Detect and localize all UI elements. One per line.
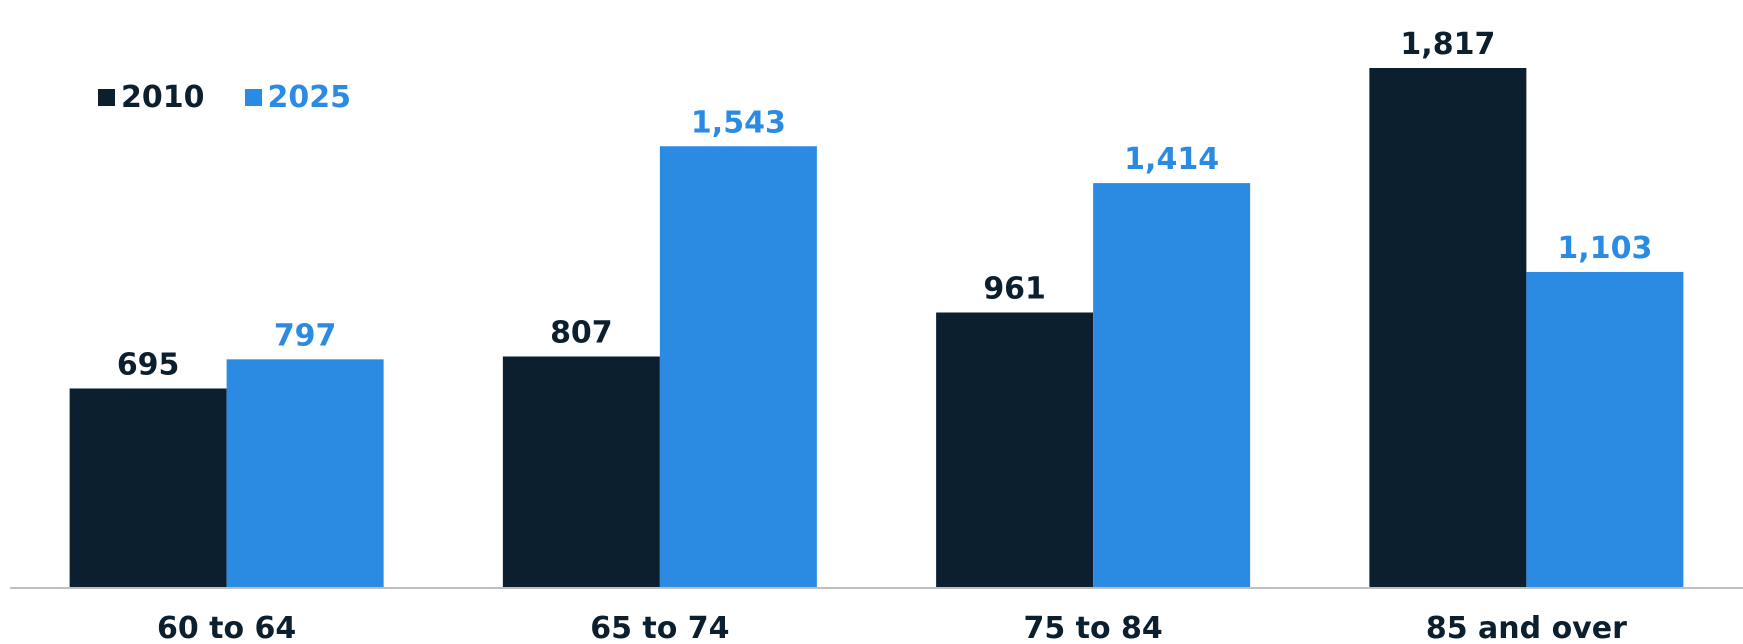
data-label-2025-2: 1,414 <box>1124 142 1219 177</box>
legend-swatch-series-1 <box>98 89 115 106</box>
data-label-2010-3: 1,817 <box>1400 27 1495 62</box>
bar-2010-0 <box>69 388 227 587</box>
bar-2010-2 <box>936 312 1094 587</box>
legend: 2010 2025 <box>98 80 351 115</box>
legend-label-series-1: 2010 <box>121 80 205 115</box>
data-label-2010-2: 961 <box>983 271 1046 306</box>
bar-2010-1 <box>502 356 660 587</box>
legend-item-series-2: 2025 <box>244 80 352 115</box>
data-label-2010-0: 695 <box>117 347 180 382</box>
bar-2025-0 <box>226 359 384 587</box>
legend-label-series-2: 2025 <box>267 80 352 115</box>
legend-swatch-series-2 <box>244 89 262 106</box>
data-label-2025-0: 797 <box>274 318 337 353</box>
data-label-2010-1: 807 <box>550 315 613 350</box>
category-label-0: 60 to 64 <box>157 611 296 644</box>
category-label-2: 75 to 84 <box>1023 611 1162 644</box>
data-label-2025-1: 1,543 <box>691 105 786 140</box>
bar-2025-1 <box>659 146 817 587</box>
legend-item-series-1: 2010 <box>98 80 205 115</box>
bar-2025-2 <box>1093 183 1251 588</box>
bar-2010-3 <box>1369 67 1527 588</box>
category-labels-group: 60 to 64 65 to 74 75 to 84 85 and over <box>157 611 1627 644</box>
category-label-3: 85 and over <box>1426 611 1627 644</box>
bar-labels-group: 695 797 807 1,543 961 1,414 1,817 1,103 <box>117 27 1653 382</box>
bars-group <box>69 67 1684 588</box>
data-label-2025-3: 1,103 <box>1557 231 1652 266</box>
bar-2025-3 <box>1526 271 1684 587</box>
category-label-1: 65 to 74 <box>590 611 729 644</box>
